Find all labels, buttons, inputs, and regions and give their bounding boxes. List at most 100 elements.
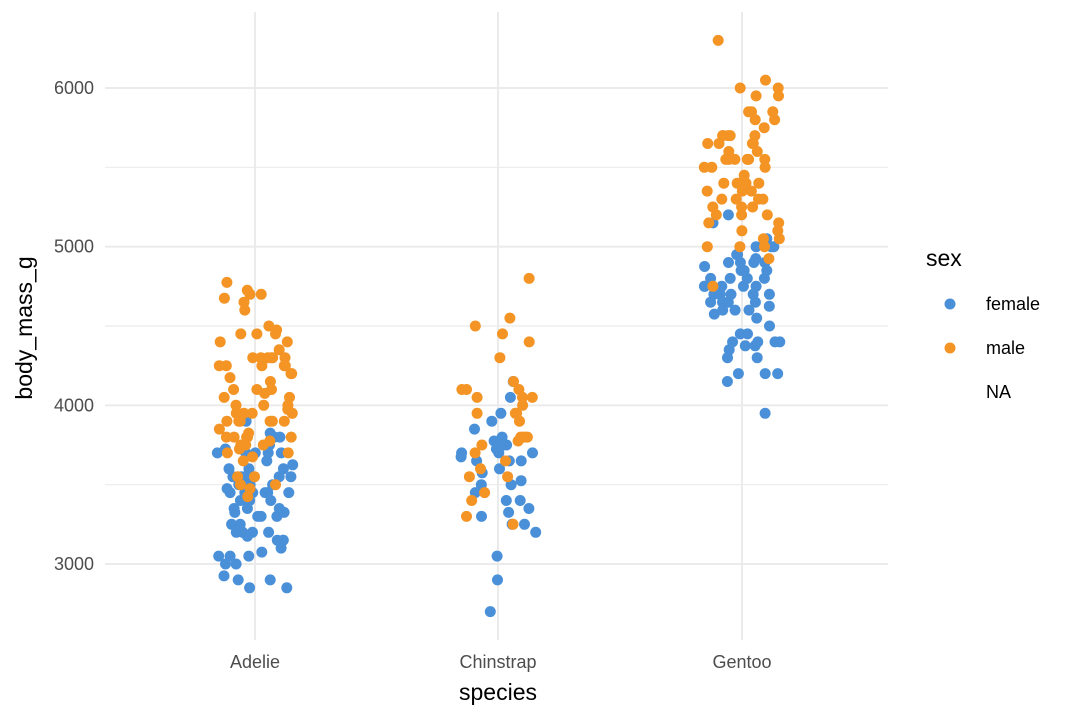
data-point-male [286,407,298,419]
data-point-male [221,415,233,427]
data-point-female [772,368,784,380]
data-point-male [249,471,260,483]
data-point-female [729,304,741,316]
data-point-female [764,320,775,332]
data-point-female [469,423,480,435]
data-point-female [722,209,734,221]
data-point-female [243,463,255,475]
data-point-female [750,253,762,265]
data-point-male [279,352,291,364]
data-point-male [281,336,293,348]
data-point-male [494,352,506,364]
data-point-female [241,530,253,542]
data-point-female [751,312,763,324]
data-point-male [513,384,525,395]
data-point-male [264,435,276,447]
data-point-female [698,280,710,292]
data-point-female [774,336,786,348]
data-point-male [706,161,718,173]
y-axis-title: body_mass_g [11,256,37,399]
data-point-female [724,272,736,284]
data-point-male [707,280,719,292]
data-point-female [734,257,746,268]
data-point-female [751,352,763,364]
data-point-male [716,193,728,205]
data-point-female [224,550,236,562]
data-point-male [285,431,297,443]
data-point-male [703,217,715,229]
data-point-male [255,288,267,300]
data-point-male [278,415,290,427]
data-point-male [736,185,748,197]
data-point-male [523,336,535,348]
data-point-female [763,288,775,300]
data-point-female [283,487,295,499]
data-point-female [262,487,274,499]
legend-title: sex [926,245,962,271]
x-axis-title: species [459,679,537,705]
data-point-male [736,209,748,221]
data-point-male [773,90,784,102]
y-tick-label: 3000 [54,554,94,574]
data-point-female [230,526,242,538]
data-point-female [491,550,503,562]
data-point-female [759,368,771,380]
data-point-male [753,193,764,205]
data-point-female [264,427,276,439]
data-point-male [213,423,225,435]
data-point-male [729,153,741,165]
data-point-male [234,479,246,491]
data-point-female [223,463,235,475]
data-point-male [500,455,511,467]
data-point-female [277,534,289,546]
y-tick-label: 4000 [54,395,94,415]
data-point-male [461,510,472,522]
data-point-male [262,352,274,364]
data-point-female [722,296,734,308]
data-point-male [757,233,769,245]
data-point-male [243,427,255,439]
data-point-female [503,506,515,518]
data-point-female [484,606,496,618]
data-point-male [273,344,285,356]
data-point-male [241,284,253,296]
data-points [211,34,786,618]
data-point-male [266,384,277,395]
data-point-male [508,376,519,387]
data-point-male [702,138,714,149]
data-point-female [285,471,297,483]
legend-key-male [944,342,956,354]
data-point-female [699,261,711,272]
data-point-male [738,169,750,181]
data-point-male [749,114,761,126]
data-point-female [228,503,240,514]
data-point-female [495,407,507,419]
data-point-male [251,328,263,340]
data-point-female [515,455,527,467]
data-point-male [221,276,233,288]
data-point-male [769,114,781,126]
data-point-female [708,308,720,320]
data-point-male [517,399,529,411]
data-point-female [734,328,746,340]
data-point-female [281,582,293,594]
y-tick-label: 6000 [54,78,94,98]
data-point-male [221,447,233,459]
data-point-female [515,475,527,487]
data-point-male [723,146,735,157]
data-point-male [722,130,734,142]
data-point-male [270,479,281,491]
data-point-male [753,177,765,189]
data-point-male [247,352,259,364]
x-axis-ticks: Adelie Chinstrap Gentoo [230,652,772,672]
data-point-male [218,292,230,304]
data-point-male [504,312,516,324]
data-point-male [772,82,784,94]
data-point-male [730,193,742,205]
data-point-female [476,510,487,522]
data-point-female [230,558,242,570]
data-point-male [282,447,294,459]
data-point-male [497,328,508,340]
data-point-male [228,431,240,443]
